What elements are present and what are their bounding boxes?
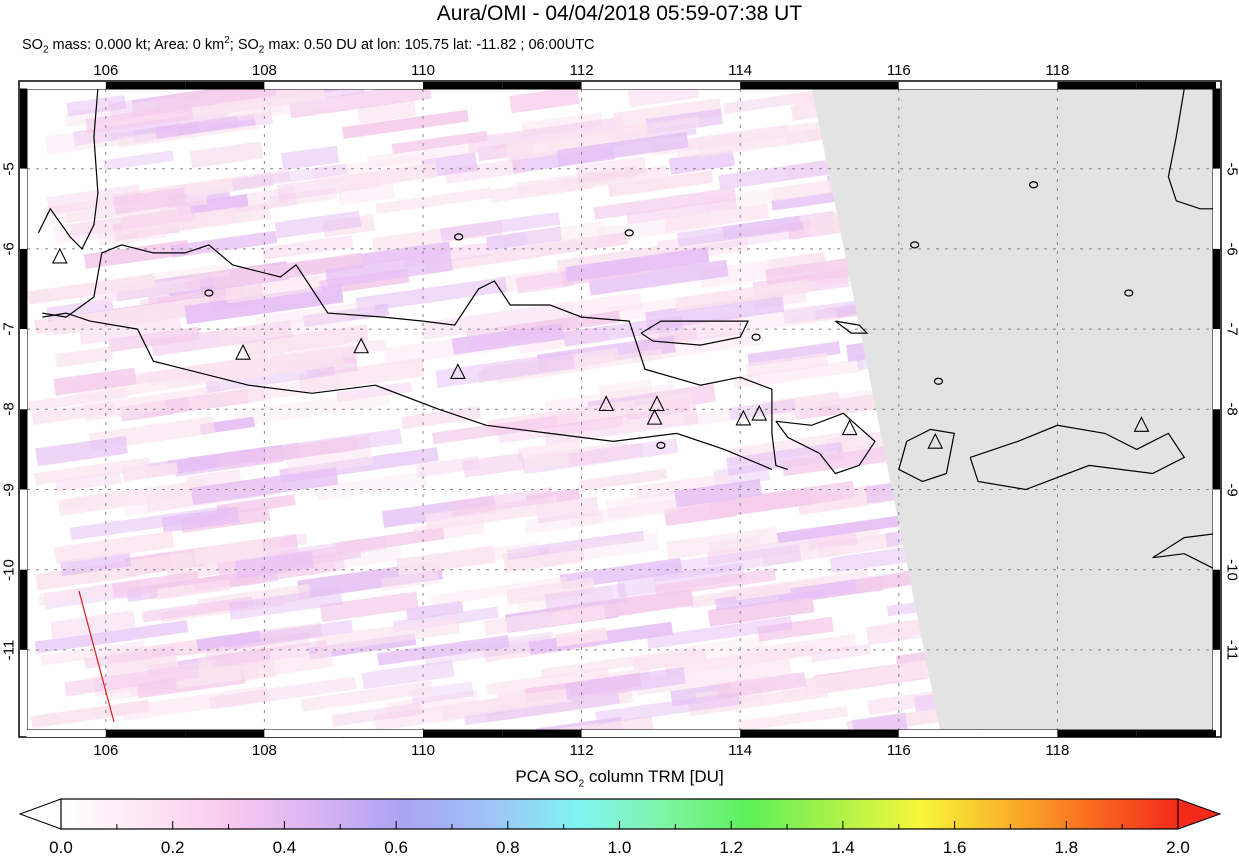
colorbar-over-arrow bbox=[1178, 799, 1220, 829]
colorbar-tick-label: 1.8 bbox=[1054, 838, 1078, 858]
longitude-tick-label: 114 bbox=[728, 62, 752, 79]
longitude-tick-label: 106 bbox=[93, 62, 118, 79]
map-plot-area bbox=[27, 72, 1216, 746]
colorbar bbox=[20, 799, 1220, 829]
longitude-tick-label: 110 bbox=[411, 62, 435, 79]
latitude-tick-label: -11 bbox=[1, 640, 18, 661]
longitude-tick-label: 106 bbox=[93, 742, 118, 759]
colorbar-tick-label: 0.4 bbox=[273, 838, 297, 858]
longitude-tick-label: 108 bbox=[252, 62, 277, 79]
latitude-tick-label: -5 bbox=[1, 162, 18, 175]
longitude-tick-label: 118 bbox=[1045, 62, 1069, 79]
longitude-tick-label: 114 bbox=[728, 742, 752, 759]
longitude-tick-label: 112 bbox=[570, 742, 594, 759]
longitude-tick-label: 108 bbox=[252, 742, 277, 759]
colorbar-title: PCA SO2 column TRM [DU] bbox=[0, 767, 1239, 789]
longitude-tick-label: 112 bbox=[570, 62, 594, 79]
latitude-tick-label: -6 bbox=[1224, 242, 1239, 255]
colorbar-tick-label: 0.0 bbox=[49, 838, 73, 858]
colorbar-tick-label: 2.0 bbox=[1166, 838, 1190, 858]
colorbar-tick-label: 1.4 bbox=[831, 838, 855, 858]
colorbar-tick-label: 1.0 bbox=[608, 838, 632, 858]
colorbar-title-text: column TRM [DU] bbox=[584, 767, 724, 786]
latitude-tick-label: -11 bbox=[1224, 640, 1239, 661]
latitude-tick-label: -10 bbox=[1224, 559, 1239, 581]
latitude-tick-label: -5 bbox=[1224, 162, 1239, 175]
latitude-tick-label: -7 bbox=[1, 322, 18, 335]
latitude-tick-label: -8 bbox=[1224, 403, 1239, 416]
colorbar-tick-label: 0.2 bbox=[161, 838, 185, 858]
latitude-tick-label: -10 bbox=[1, 559, 18, 581]
longitude-tick-label: 118 bbox=[1045, 742, 1069, 759]
latitude-tick-label: -9 bbox=[1224, 483, 1239, 496]
latitude-tick-label: -9 bbox=[1, 483, 18, 496]
latitude-tick-label: -7 bbox=[1224, 322, 1239, 335]
colorbar-tick-label: 1.6 bbox=[943, 838, 967, 858]
colorbar-tick-label: 1.2 bbox=[719, 838, 743, 858]
colorbar-title-text: PCA SO bbox=[515, 767, 578, 786]
colorbar-under-arrow bbox=[20, 799, 61, 829]
longitude-tick-label: 116 bbox=[887, 62, 911, 79]
latitude-tick-label: -6 bbox=[1, 242, 18, 255]
longitude-tick-label: 110 bbox=[411, 742, 435, 759]
latitude-tick-label: -8 bbox=[1, 403, 18, 416]
longitude-tick-label: 116 bbox=[887, 742, 911, 759]
colorbar-tick-label: 0.8 bbox=[496, 838, 520, 858]
colorbar-tick-label: 0.6 bbox=[384, 838, 408, 858]
